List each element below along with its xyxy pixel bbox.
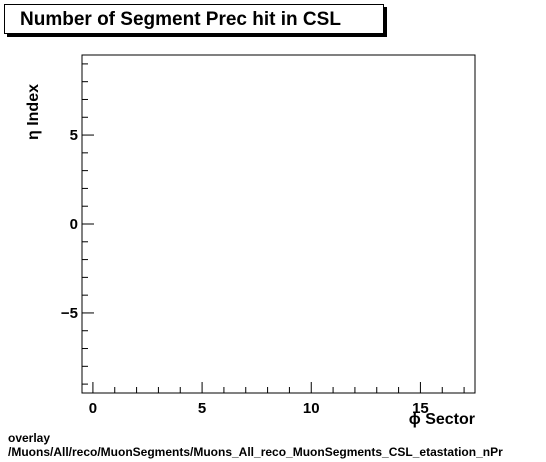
x-axis: 0 5 10 15 bbox=[89, 382, 465, 417]
y-tick-label: 0 bbox=[70, 216, 78, 233]
chart-title: Number of Segment Prec hit in CSL bbox=[20, 9, 341, 30]
x-tick-label: 5 bbox=[198, 400, 206, 417]
plot-frame bbox=[81, 54, 476, 394]
x-tick-label: 10 bbox=[303, 400, 320, 417]
y-axis: −5 0 5 bbox=[61, 63, 94, 385]
y-tick-label: −5 bbox=[61, 305, 78, 322]
y-tick-label: 5 bbox=[70, 127, 78, 144]
footer-line-1: overlay bbox=[8, 431, 51, 445]
chart-title-box: Number of Segment Prec hit in CSL bbox=[4, 4, 384, 34]
footer-line-2: /Muons/All/reco/MuonSegments/Muons_All_r… bbox=[8, 445, 503, 459]
footer-path: overlay /Muons/All/reco/MuonSegments/Muo… bbox=[8, 431, 503, 459]
y-axis-label: η Index bbox=[25, 84, 42, 140]
x-axis-label: ϕ Sector bbox=[409, 411, 475, 428]
x-tick-label: 15 bbox=[412, 400, 429, 417]
x-tick-label: 0 bbox=[89, 400, 97, 417]
